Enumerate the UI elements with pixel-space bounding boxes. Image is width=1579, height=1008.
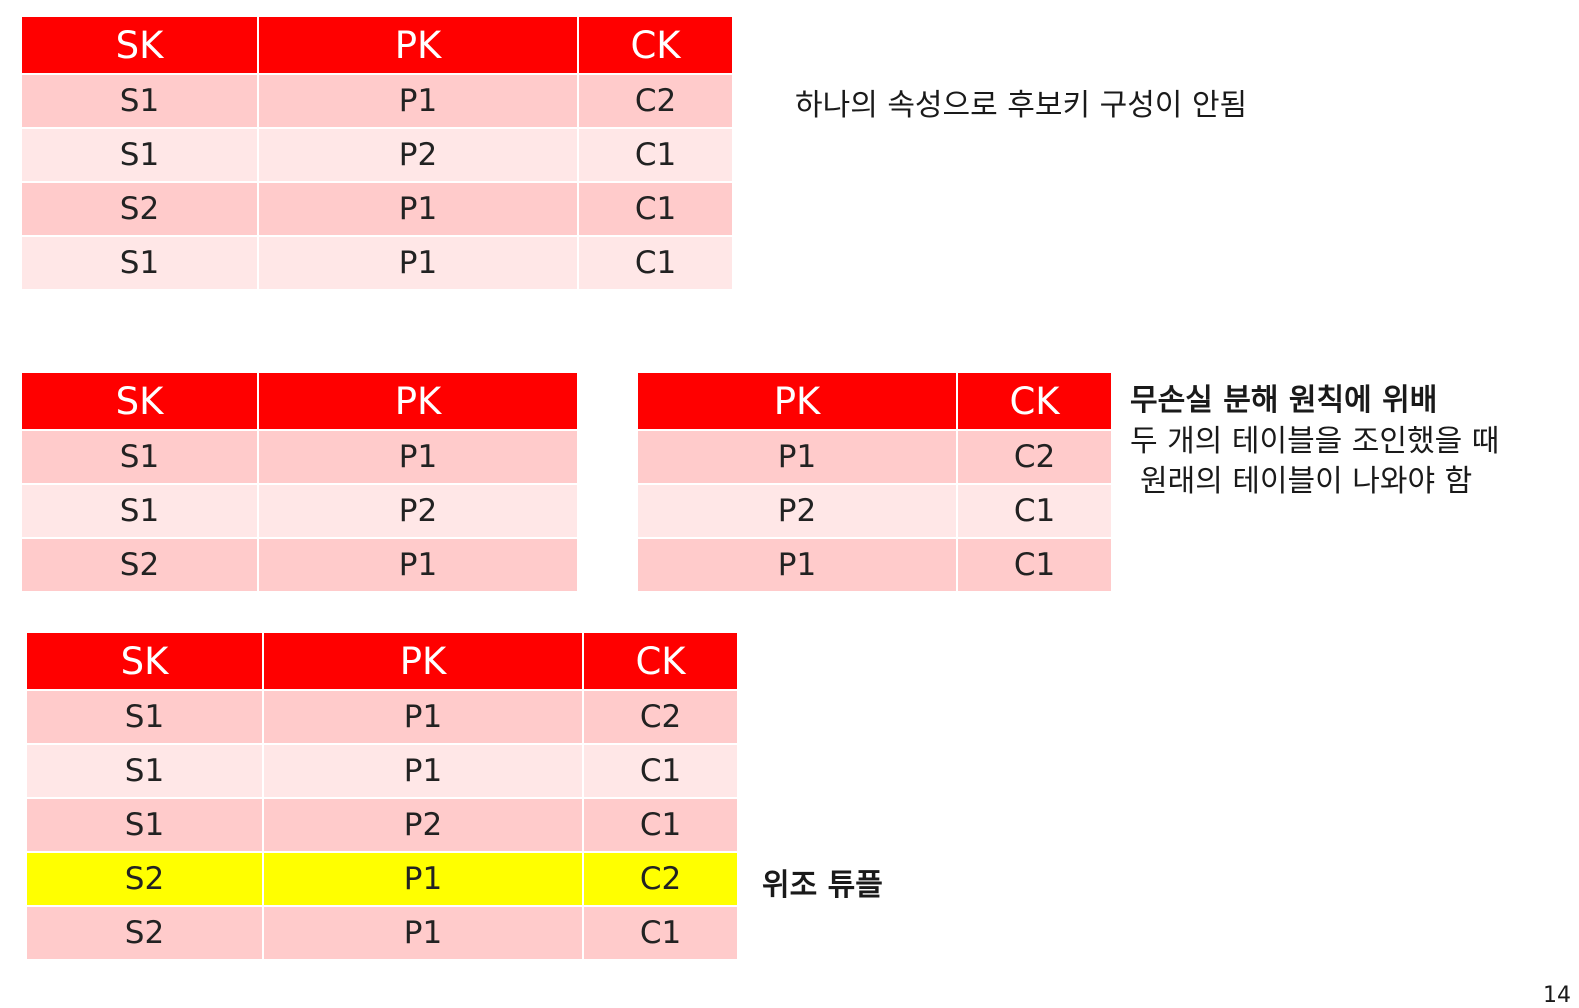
table-cell: C2 — [582, 851, 739, 907]
header-ck: CK — [956, 371, 1113, 431]
table-row: S2 P1 — [20, 537, 579, 593]
table-cell: P2 — [636, 483, 958, 539]
pk-ck-table: PK CK P1 C2 P2 C1 P1 C1 — [636, 371, 1113, 593]
table-cell: P1 — [257, 73, 579, 129]
header-sk: SK — [20, 15, 259, 75]
table-cell: P1 — [262, 851, 584, 907]
table-cell: C1 — [582, 743, 739, 799]
table-cell: C1 — [582, 797, 739, 853]
table-cell: S1 — [25, 797, 264, 853]
header-pk: PK — [262, 631, 584, 691]
table-cell: P1 — [257, 429, 579, 485]
table-row: S2 P1 C1 — [20, 181, 734, 237]
candidate-key-note: 하나의 속성으로 후보키 구성이 안됨 — [795, 88, 1248, 123]
table-cell: P1 — [257, 235, 579, 291]
spurious-tuple-row: S2 P1 C2 — [25, 851, 739, 907]
table-cell: P1 — [636, 537, 958, 593]
table-row: P1 C1 — [636, 537, 1113, 593]
table-cell: P1 — [636, 429, 958, 485]
table-row: S1 P1 C2 — [20, 73, 734, 129]
table-cell: C2 — [582, 689, 739, 745]
sk-pk-table: SK PK S1 P1 S1 P2 S2 P1 — [20, 371, 579, 593]
table-cell: C1 — [577, 235, 734, 291]
table-cell: C1 — [577, 181, 734, 237]
table-header-row: PK CK — [636, 371, 1113, 431]
table-cell: C1 — [577, 127, 734, 183]
table-cell: S1 — [25, 743, 264, 799]
table-cell: S1 — [20, 429, 259, 485]
header-pk: PK — [257, 15, 579, 75]
table-cell: S1 — [20, 73, 259, 129]
header-ck: CK — [582, 631, 739, 691]
lossless-violation-title: 무손실 분해 원칙에 위배 — [1130, 383, 1438, 418]
table-cell: S1 — [20, 235, 259, 291]
lossless-note-line1: 두 개의 테이블을 조인했을 때 — [1130, 424, 1500, 459]
table-cell: P1 — [262, 743, 584, 799]
table-cell: P1 — [257, 181, 579, 237]
table-row: S1 P1 C1 — [20, 235, 734, 291]
table-cell: P2 — [257, 483, 579, 539]
table-cell: S1 — [20, 127, 259, 183]
header-sk: SK — [20, 371, 259, 431]
spurious-tuple-label: 위조 튜플 — [762, 868, 883, 903]
header-pk: PK — [257, 371, 579, 431]
table-cell: S2 — [20, 537, 259, 593]
header-ck: CK — [577, 15, 734, 75]
table-cell: P2 — [257, 127, 579, 183]
table-row: S2 P1 C1 — [25, 905, 739, 961]
table-cell: P1 — [257, 537, 579, 593]
table-cell: P2 — [262, 797, 584, 853]
table-cell: C1 — [956, 537, 1113, 593]
table-cell: P1 — [262, 689, 584, 745]
table-row: S1 P2 — [20, 483, 579, 539]
table-cell: S1 — [25, 689, 264, 745]
header-pk: PK — [636, 371, 958, 431]
table-row: S1 P2 C1 — [20, 127, 734, 183]
header-sk: SK — [25, 631, 264, 691]
table-cell: P1 — [262, 905, 584, 961]
table-cell: S2 — [25, 851, 264, 907]
table-row: S1 P1 — [20, 429, 579, 485]
table-cell: C2 — [577, 73, 734, 129]
table-row: P2 C1 — [636, 483, 1113, 539]
table-cell: C2 — [956, 429, 1113, 485]
page-number: 14 — [1543, 983, 1571, 1008]
table-header-row: SK PK — [20, 371, 579, 431]
original-relation-table: SK PK CK S1 P1 C2 S1 P2 C1 S2 P1 C1 S1 P… — [20, 15, 734, 291]
table-cell: S2 — [20, 181, 259, 237]
lossless-note-line2: 원래의 테이블이 나와야 함 — [1140, 464, 1473, 499]
table-cell: S1 — [20, 483, 259, 539]
table-cell: S2 — [25, 905, 264, 961]
table-row: S1 P1 C1 — [25, 743, 739, 799]
table-cell: C1 — [582, 905, 739, 961]
table-header-row: SK PK CK — [25, 631, 739, 691]
joined-table: SK PK CK S1 P1 C2 S1 P1 C1 S1 P2 C1 S2 P… — [25, 631, 739, 961]
table-header-row: SK PK CK — [20, 15, 734, 75]
table-cell: C1 — [956, 483, 1113, 539]
table-row: S1 P2 C1 — [25, 797, 739, 853]
table-row: S1 P1 C2 — [25, 689, 739, 745]
table-row: P1 C2 — [636, 429, 1113, 485]
